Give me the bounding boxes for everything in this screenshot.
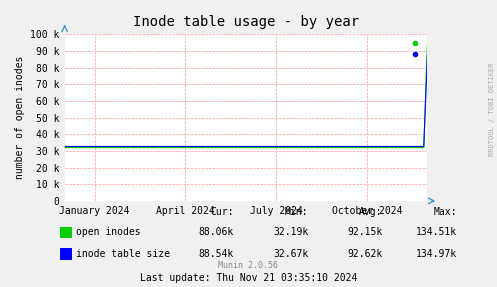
Text: RRDTOOL / TOBI OETIKER: RRDTOOL / TOBI OETIKER xyxy=(489,62,495,156)
Text: Cur:: Cur: xyxy=(210,207,234,217)
Title: Inode table usage - by year: Inode table usage - by year xyxy=(133,15,359,29)
Text: open inodes: open inodes xyxy=(76,228,140,237)
Text: Max:: Max: xyxy=(434,207,457,217)
Text: Avg:: Avg: xyxy=(359,207,383,217)
Text: Min:: Min: xyxy=(285,207,308,217)
Text: Munin 2.0.56: Munin 2.0.56 xyxy=(219,261,278,270)
Text: 92.15k: 92.15k xyxy=(347,228,383,237)
Y-axis label: number of open inodes: number of open inodes xyxy=(15,56,25,179)
Text: inode table size: inode table size xyxy=(76,249,169,259)
Text: Last update: Thu Nov 21 03:35:10 2024: Last update: Thu Nov 21 03:35:10 2024 xyxy=(140,273,357,283)
Text: 32.67k: 32.67k xyxy=(273,249,308,259)
Text: 32.19k: 32.19k xyxy=(273,228,308,237)
Text: 134.97k: 134.97k xyxy=(416,249,457,259)
Text: 88.54k: 88.54k xyxy=(198,249,234,259)
Text: 134.51k: 134.51k xyxy=(416,228,457,237)
Text: 92.62k: 92.62k xyxy=(347,249,383,259)
Text: 88.06k: 88.06k xyxy=(198,228,234,237)
